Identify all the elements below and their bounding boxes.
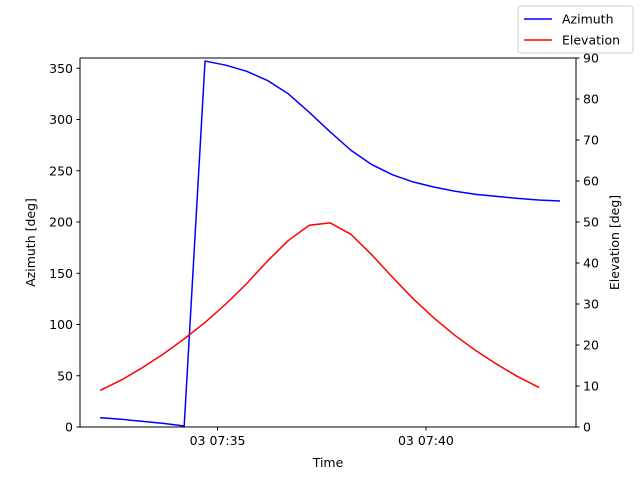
left-y-tick-label: 250 [49, 163, 73, 178]
right-y-tick-label: 0 [583, 420, 591, 435]
legend-box [517, 5, 634, 54]
right-y-tick-label: 20 [583, 338, 599, 353]
right-y-tick-label: 60 [583, 174, 599, 189]
left-y-tick-label: 300 [49, 112, 73, 127]
series-line-azimuth [100, 60, 561, 427]
left-y-tick-label: 350 [49, 61, 73, 76]
left-y-tick-label: 0 [65, 420, 73, 435]
legend-label-elevation: Elevation [562, 33, 620, 48]
right-y-tick-label: 70 [583, 133, 599, 148]
right-y-tick-label: 30 [583, 297, 599, 312]
legend-label-azimuth: Azimuth [562, 12, 614, 27]
legend: Azimuth Elevation [517, 5, 634, 54]
left-y-tick-label: 150 [49, 266, 73, 281]
right-y-tick-label: 40 [583, 256, 599, 271]
left-y-tick-label: 200 [49, 215, 73, 230]
left-y-axis-label: Azimuth [deg] [23, 198, 38, 287]
right-y-tick-label: 80 [583, 92, 599, 107]
left-y-tick-label: 50 [57, 368, 73, 383]
right-y-tick-label: 50 [583, 215, 599, 230]
left-y-tick-label: 100 [49, 317, 73, 332]
right-y-tick-label: 10 [583, 379, 599, 394]
right-y-axis-label: Elevation [deg] [607, 195, 622, 290]
x-tick-label: 03 07:35 [190, 433, 246, 448]
x-axis-label: Time [312, 455, 344, 470]
x-tick-label: 03 07:40 [398, 433, 454, 448]
series-line-elevation [99, 222, 540, 392]
right-y-tick-label: 90 [583, 51, 599, 66]
plot-area [80, 58, 576, 427]
ticks-layer: 0 50 100 150 200 250 300 350 0 10 20 30 40 50 60 70 80 90… [49, 51, 599, 449]
series-layer [99, 60, 561, 427]
